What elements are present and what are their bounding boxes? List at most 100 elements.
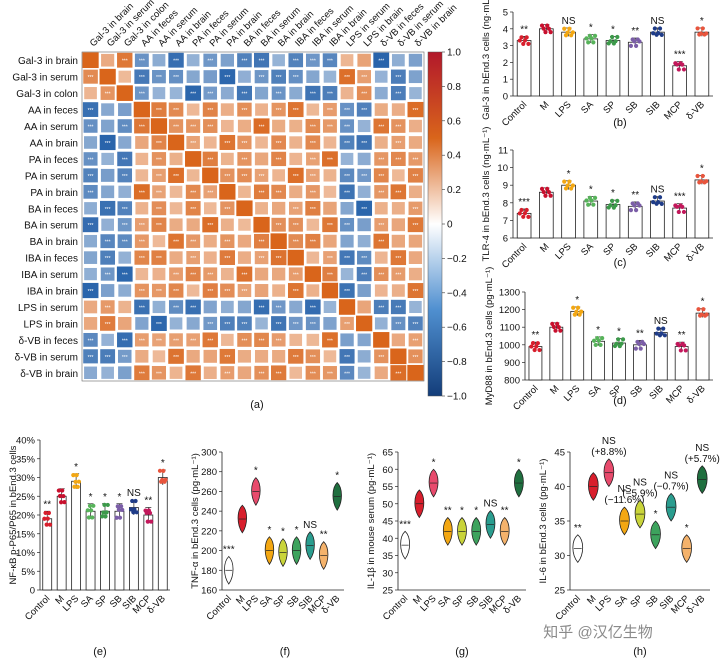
heatmap-cell-sig: *** [413, 223, 419, 229]
significance-label: ** [320, 530, 328, 541]
heatmap-cell-sig: *** [276, 371, 282, 377]
heatmap-cell [152, 54, 166, 67]
heatmap-cell [152, 168, 166, 182]
heatmap-cell [237, 300, 252, 314]
colorbar-tick-label: 0.6 [447, 116, 461, 127]
data-point [698, 179, 704, 184]
heatmap-cell-sig: *** [242, 174, 248, 180]
heatmap-cell [203, 202, 217, 215]
x-tick-label: LPS [562, 383, 582, 403]
heatmap-cell [289, 185, 303, 199]
y-tick-label: 3 [503, 41, 508, 52]
heatmap-cell [100, 300, 115, 314]
heatmap-cell-sig: *** [361, 75, 367, 81]
heatmap-cell [323, 169, 337, 182]
heatmap-cell [84, 366, 98, 380]
data-point [44, 522, 49, 527]
data-point [676, 209, 681, 215]
heatmap-cell-sig: *** [395, 157, 401, 163]
heatmap-cell [151, 315, 167, 331]
heatmap-cell [186, 333, 200, 347]
significance-label: * [335, 471, 339, 482]
heatmap-cell [391, 316, 406, 331]
heatmap-cell [101, 152, 114, 165]
colorbar-tick-label: −0.8 [447, 357, 467, 368]
heatmap-cell [186, 349, 200, 363]
heatmap-cell [169, 185, 183, 198]
heatmap-cell [287, 283, 304, 299]
heatmap-cell [339, 135, 355, 150]
heatmap-cell [186, 284, 200, 297]
heatmap-cell [305, 365, 321, 380]
heatmap-cell [340, 54, 354, 67]
heatmap-cell-sig: *** [156, 256, 162, 262]
heatmap-cell [84, 234, 98, 248]
data-point [584, 36, 589, 41]
y-tick-label: 30 [382, 568, 393, 579]
heatmap-cell [203, 234, 217, 248]
data-point [59, 500, 64, 505]
heatmap-cell [305, 349, 321, 364]
heatmap-cell-sig: *** [105, 141, 111, 147]
colorbar-tick-label: −0.4 [447, 288, 467, 299]
data-point [104, 510, 109, 515]
heatmap-cell [408, 152, 423, 166]
heatmap-cell [236, 200, 253, 217]
heatmap-cell [322, 53, 338, 68]
heatmap-cell-sig: *** [378, 223, 384, 229]
colorbar-tick-label: −1.0 [447, 392, 467, 403]
heatmap-cell [391, 202, 405, 215]
heatmap-cell-sig: *** [310, 174, 316, 180]
heatmap-row-label: BA in feces [28, 204, 78, 215]
heatmap-cell-sig: *** [327, 256, 333, 262]
heatmap-cell [135, 268, 149, 281]
heatmap-cell-sig: *** [310, 190, 316, 196]
heatmap-cell [271, 135, 286, 150]
data-point [132, 507, 137, 512]
data-point [616, 337, 621, 342]
heatmap-cell [374, 317, 388, 330]
heatmap-cell-sig: *** [105, 256, 111, 262]
heatmap-cell [322, 266, 338, 282]
x-tick-label: SIB [647, 383, 666, 402]
significance-label: ** [678, 330, 686, 341]
heatmap-cell [203, 251, 217, 264]
heatmap-cell [254, 86, 269, 100]
heatmap-cell [100, 267, 115, 281]
heatmap-cell [237, 119, 251, 133]
y-tick-label: 900 [504, 358, 520, 369]
heatmap-cell [390, 348, 407, 365]
colorbar-tick-label: 0 [447, 220, 453, 231]
data-point [677, 343, 682, 348]
heatmap-cell-sig: *** [156, 108, 162, 114]
heatmap-cell-sig: *** [293, 240, 299, 246]
heatmap-cell [118, 136, 132, 149]
significance-label: * [611, 24, 615, 35]
data-point [102, 502, 107, 508]
significance-label: NS [695, 443, 709, 454]
heatmap-cell [118, 70, 131, 83]
heatmap-cell [84, 87, 97, 100]
data-point [524, 35, 529, 40]
y-tick-label: 40% [16, 436, 36, 447]
heatmap-cell [254, 365, 269, 380]
colorbar-tick-label: 0.2 [447, 185, 461, 196]
heatmap-cell [271, 217, 286, 232]
heatmap-cell-sig: *** [139, 256, 145, 262]
heatmap-cell-sig: *** [361, 207, 367, 213]
heatmap-cell [272, 349, 286, 363]
heatmap-cell [408, 201, 423, 215]
heatmap-row-label: Gal-3 in brain [18, 56, 78, 67]
data-point [522, 211, 528, 216]
heatmap-cell [203, 185, 218, 199]
heatmap-cell-sig: *** [259, 190, 265, 196]
data-point [546, 190, 552, 195]
heatmap-cell-sig: *** [122, 355, 128, 361]
heatmap-cell-sig: *** [276, 223, 282, 229]
heatmap-cell-sig: *** [173, 273, 179, 279]
x-tick-label: SB [644, 593, 661, 610]
heatmap-cell [84, 202, 97, 215]
y-tick-label: 2 [503, 58, 508, 69]
data-point [654, 331, 659, 336]
heatmap-cell [322, 217, 338, 233]
